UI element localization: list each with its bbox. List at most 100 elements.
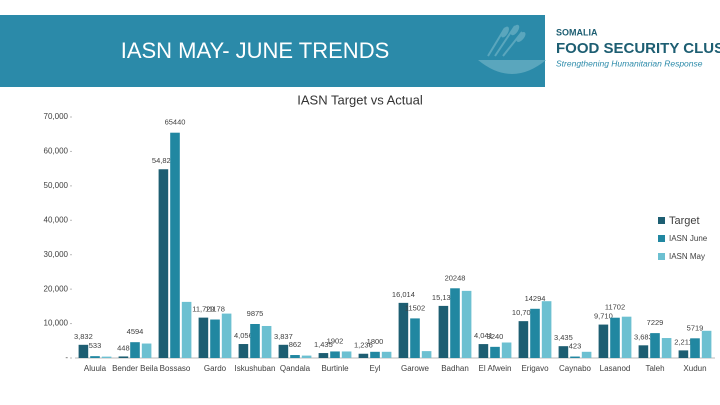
data-label: 11,729 <box>192 305 214 314</box>
data-label: 3240 <box>487 332 504 341</box>
y-tick-label: 30,000 <box>44 250 69 259</box>
data-label: 9,710 <box>594 312 613 321</box>
data-label: 15,134 <box>432 293 455 302</box>
bar <box>410 318 420 358</box>
bar <box>530 308 540 358</box>
data-label: 1,236 <box>354 341 373 350</box>
bar <box>381 351 392 358</box>
bar <box>450 288 460 358</box>
legend-swatch <box>658 217 665 224</box>
bar <box>638 345 649 358</box>
bar <box>690 338 700 358</box>
x-tick-label: Caynabo <box>559 364 592 373</box>
data-label: 11702 <box>605 303 625 312</box>
bar <box>598 324 609 358</box>
data-label: 862 <box>289 340 302 349</box>
bar <box>78 344 89 358</box>
bar <box>461 290 472 358</box>
data-label: 4,041 <box>474 331 493 340</box>
data-label: 1902 <box>327 336 344 345</box>
bar <box>610 317 620 358</box>
bar <box>661 338 672 358</box>
bar <box>650 333 660 358</box>
bar <box>158 169 169 358</box>
bar <box>678 350 689 358</box>
data-label: 11178 <box>205 305 225 314</box>
bar <box>278 344 289 358</box>
bar <box>581 351 592 358</box>
legend-label: IASN May <box>669 252 705 261</box>
bar <box>301 355 312 358</box>
logo-icon <box>478 24 546 74</box>
bar <box>210 319 220 358</box>
logo-line2: FOOD SECURITY CLUSTER <box>556 40 720 57</box>
bar <box>398 302 409 358</box>
bar <box>181 301 192 358</box>
x-tick-label: Lasanod <box>600 364 631 373</box>
data-label: 3,832 <box>74 332 93 341</box>
x-tick-label: Aluula <box>84 364 107 373</box>
legend-label: Target <box>669 215 700 227</box>
x-tick-label: El Afwein <box>479 364 512 373</box>
y-tick-label: 40,000 <box>44 215 69 224</box>
y-tick-label: 20,000 <box>44 284 69 293</box>
bar <box>701 330 712 358</box>
data-label: 4594 <box>127 327 144 336</box>
bar <box>238 344 249 358</box>
bar <box>250 324 260 358</box>
bar <box>478 344 489 358</box>
legend-swatch <box>658 253 665 260</box>
bar <box>118 356 129 358</box>
bar <box>421 351 432 358</box>
bar <box>501 342 512 358</box>
x-tick-label: Garowe <box>401 364 430 373</box>
logo-line1: SOMALIA <box>556 27 598 37</box>
y-tick-label: 50,000 <box>44 181 69 190</box>
x-tick-label: Iskushuban <box>235 364 276 373</box>
data-label: 3,435 <box>554 333 573 342</box>
x-tick-label: Burtinle <box>321 364 349 373</box>
bar <box>330 351 340 358</box>
bar <box>370 351 380 358</box>
data-label: 9875 <box>247 309 264 318</box>
y-tick-label: 70,000 <box>44 112 69 121</box>
logo-line3: Strengthening Humanitarian Response <box>556 58 703 68</box>
bar <box>570 356 580 358</box>
data-label: 10,703 <box>512 308 535 317</box>
bar <box>541 301 552 358</box>
data-label: 3,683 <box>634 332 653 341</box>
y-tick-label: 60,000 <box>44 147 69 156</box>
bar <box>290 355 300 358</box>
page-title: IASN MAY- JUNE TRENDS <box>121 38 390 63</box>
chart-title: IASN Target vs Actual <box>297 92 423 107</box>
bar <box>141 343 152 358</box>
x-tick-label: Bossaso <box>160 364 191 373</box>
bar <box>198 317 209 358</box>
bar <box>558 346 569 358</box>
bar <box>130 342 140 358</box>
bar <box>490 346 500 358</box>
data-label: 533 <box>89 341 102 350</box>
x-tick-label: Erigavo <box>521 364 549 373</box>
bar <box>261 325 272 358</box>
x-tick-label: Eyl <box>369 364 380 373</box>
data-label: 14294 <box>525 294 546 303</box>
bar <box>438 305 449 358</box>
banner <box>0 15 545 87</box>
data-label: 448 <box>117 343 130 352</box>
bar <box>518 321 529 358</box>
legend-swatch <box>658 235 665 242</box>
y-tick-label: - <box>65 353 68 362</box>
x-tick-label: Taleh <box>645 364 664 373</box>
bar <box>621 316 632 358</box>
data-label: 54,822 <box>152 156 175 165</box>
y-tick-label: 10,000 <box>44 319 69 328</box>
x-tick-label: Xudun <box>683 364 706 373</box>
x-tick-label: Bender Beila <box>112 364 158 373</box>
data-label: 2,211 <box>674 337 692 346</box>
data-label: 4,056 <box>234 331 253 340</box>
x-tick-label: Gardo <box>204 364 227 373</box>
x-tick-label: Qandala <box>280 364 311 373</box>
